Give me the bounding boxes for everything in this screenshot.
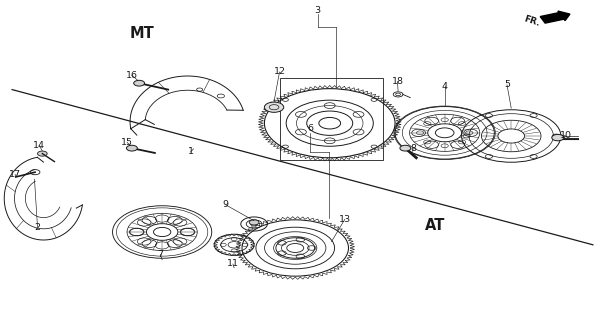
Circle shape <box>38 151 47 156</box>
Circle shape <box>134 80 145 86</box>
Text: 17: 17 <box>9 170 21 179</box>
Circle shape <box>319 117 341 129</box>
Text: 7: 7 <box>157 250 163 259</box>
Text: 16: 16 <box>126 71 138 80</box>
Text: AT: AT <box>425 218 446 233</box>
Circle shape <box>400 145 411 151</box>
Text: 5: 5 <box>504 80 510 89</box>
Text: 10: 10 <box>560 132 572 140</box>
Text: FR.: FR. <box>523 14 541 28</box>
Text: 18: 18 <box>391 77 404 86</box>
Text: 12: 12 <box>273 68 286 76</box>
Bar <box>280 78 383 160</box>
Circle shape <box>249 220 259 225</box>
Text: 13: 13 <box>339 215 351 224</box>
Text: 3: 3 <box>315 6 321 15</box>
Text: 15: 15 <box>121 138 133 147</box>
Text: 4: 4 <box>442 82 448 91</box>
Text: 11: 11 <box>227 260 239 268</box>
Circle shape <box>552 134 564 141</box>
FancyArrow shape <box>540 11 570 23</box>
Circle shape <box>126 145 137 151</box>
Text: 2: 2 <box>34 223 41 232</box>
Text: 8: 8 <box>410 144 416 153</box>
Text: 9: 9 <box>223 200 229 209</box>
Text: MT: MT <box>130 26 154 41</box>
Circle shape <box>264 102 284 112</box>
Circle shape <box>287 244 304 252</box>
Text: 1: 1 <box>188 148 194 156</box>
Text: 14: 14 <box>33 141 45 150</box>
Text: 6: 6 <box>307 124 313 133</box>
